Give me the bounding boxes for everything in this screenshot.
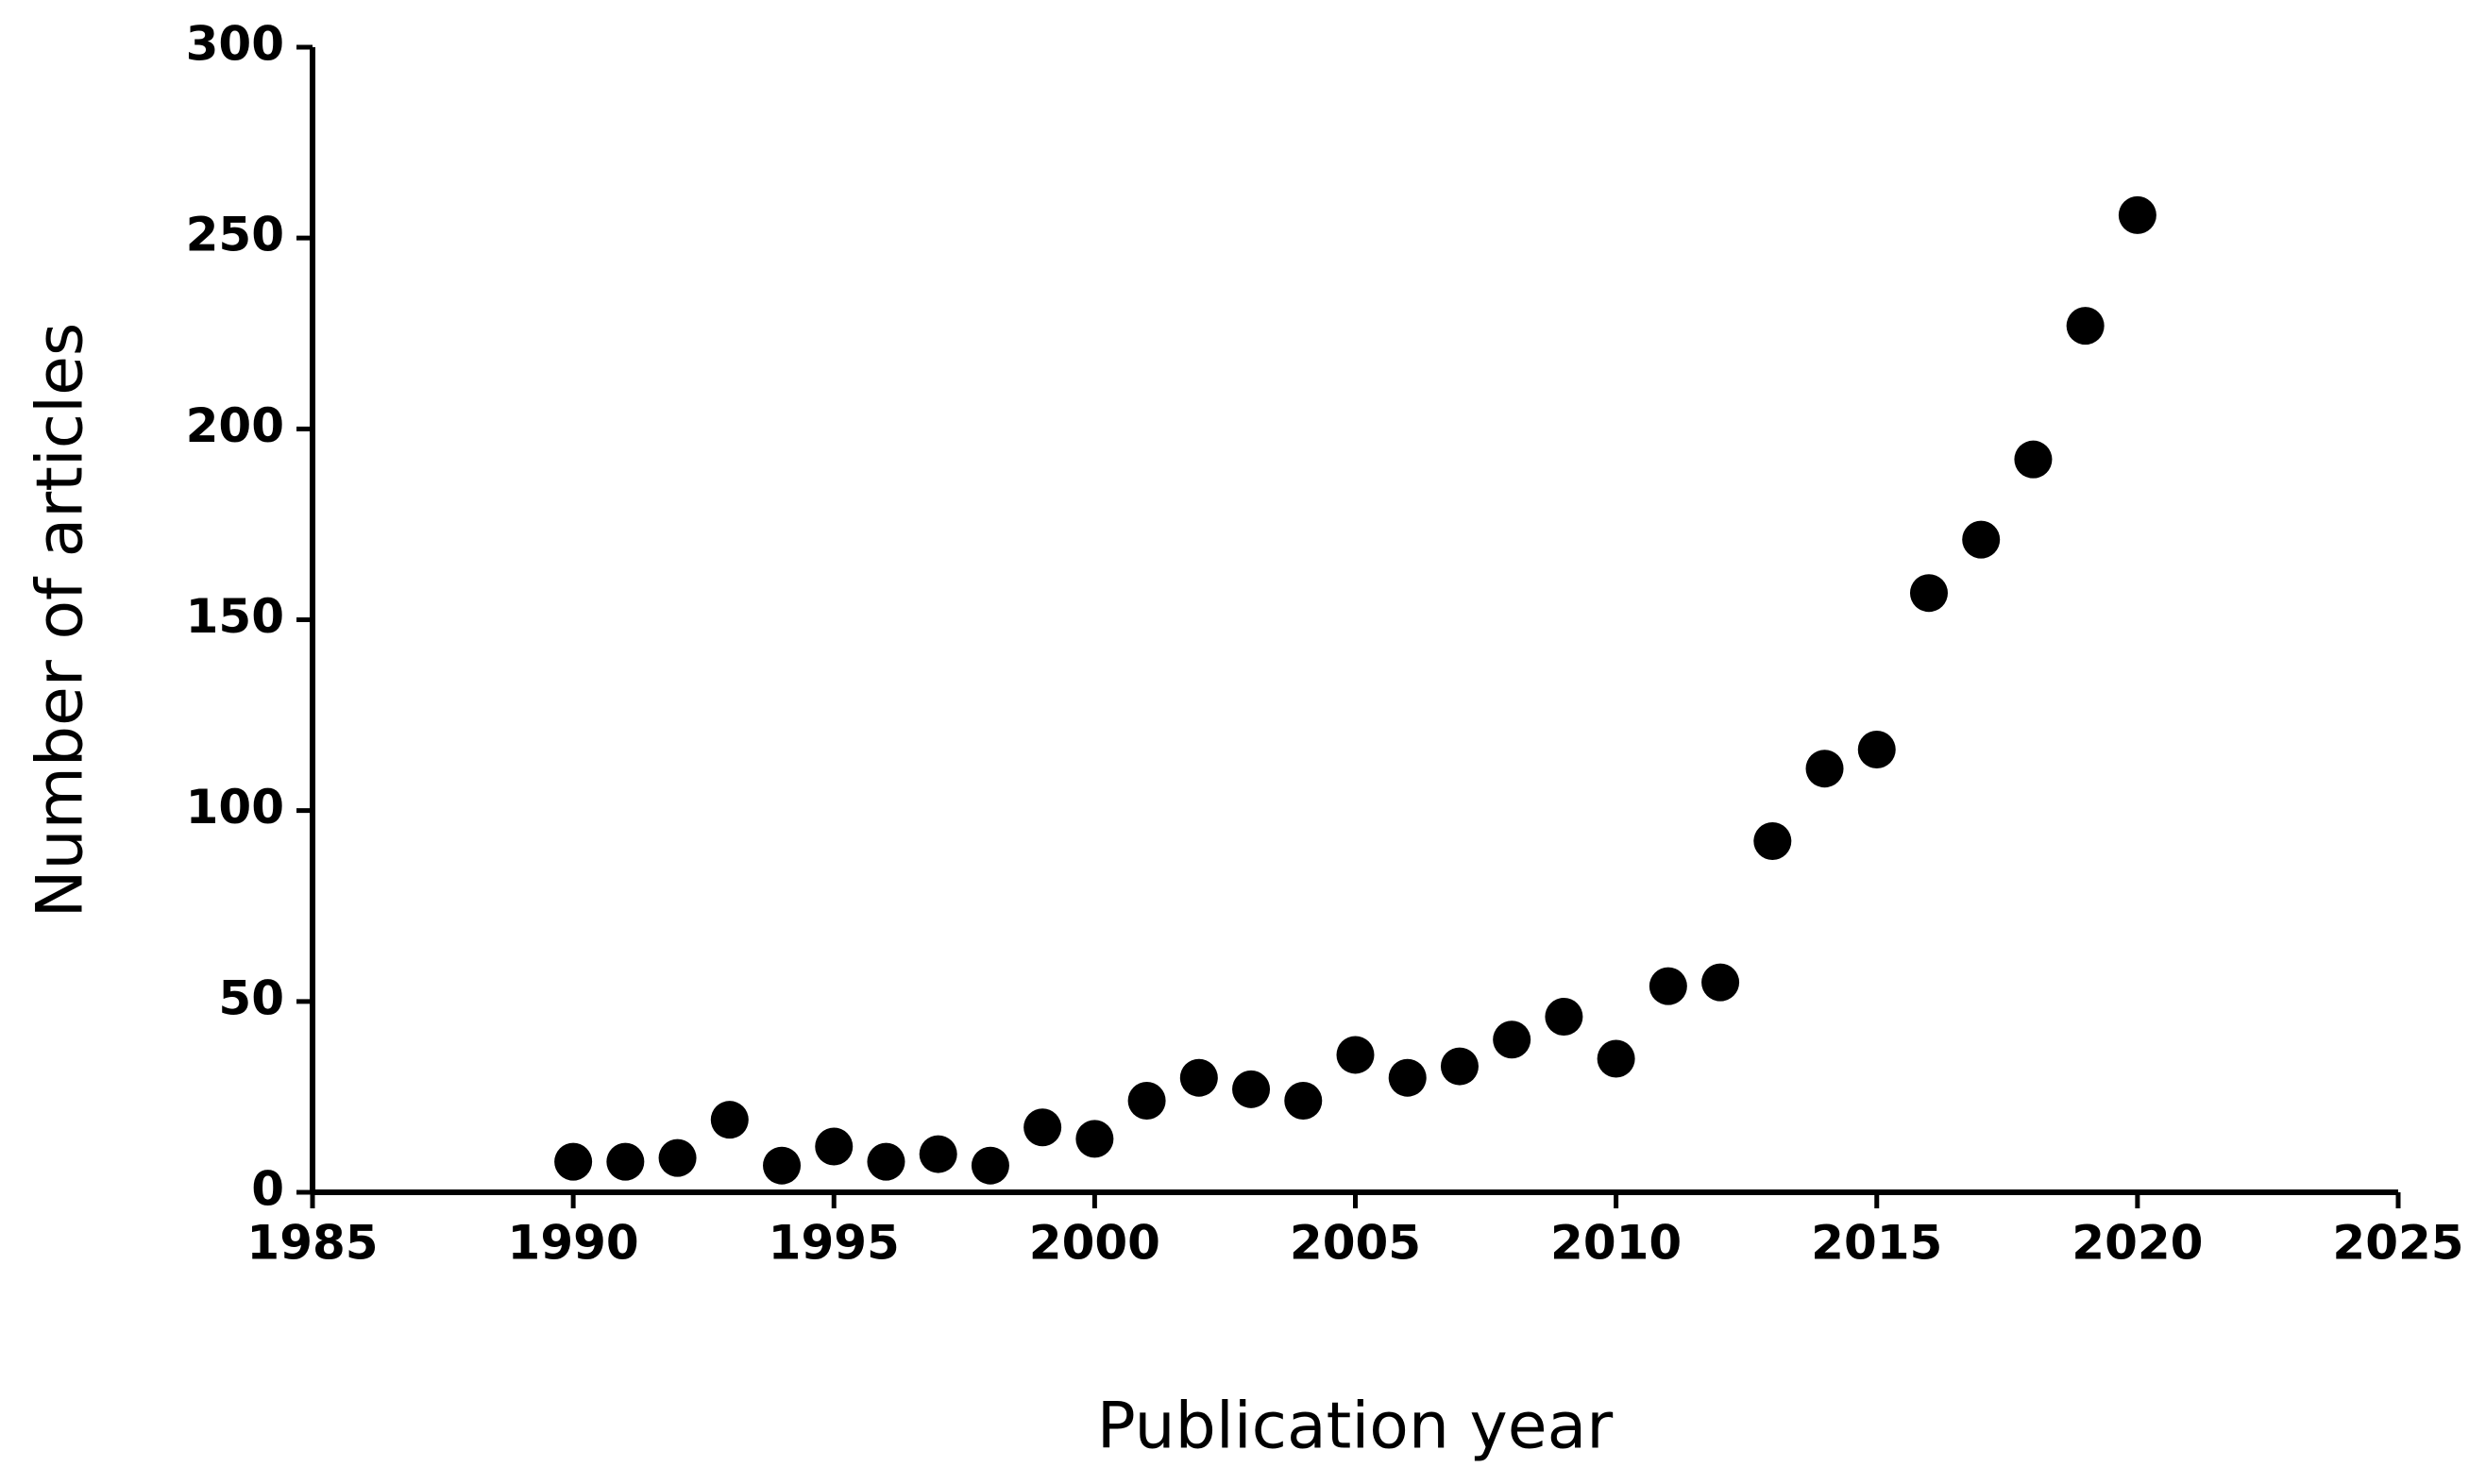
x-tick-label: 2025 <box>2332 1216 2463 1271</box>
point <box>2014 440 2053 479</box>
x-tick-label: 2005 <box>1290 1216 1421 1271</box>
y-tick-label: 300 <box>186 17 284 72</box>
point <box>1336 1036 1375 1074</box>
point <box>815 1127 854 1166</box>
point <box>867 1142 905 1181</box>
point <box>1701 963 1740 1002</box>
point <box>1545 998 1583 1037</box>
x-tick-label: 1990 <box>508 1216 639 1271</box>
y-tick-label: 100 <box>186 780 284 835</box>
point <box>710 1101 749 1139</box>
point <box>1493 1020 1531 1059</box>
point <box>1232 1070 1271 1108</box>
point <box>658 1138 697 1177</box>
x-axis-title: Publication year <box>1097 1390 1614 1464</box>
point <box>554 1142 593 1181</box>
point <box>1805 750 1844 788</box>
point <box>1284 1081 1323 1120</box>
point <box>763 1146 802 1185</box>
y-tick-label: 250 <box>186 208 284 262</box>
y-axis-title: Number of articles <box>24 323 98 919</box>
point <box>1179 1058 1218 1097</box>
y-tick-label: 200 <box>186 398 284 453</box>
point <box>2118 195 2156 234</box>
x-tick-label: 2010 <box>1550 1216 1682 1271</box>
y-tick-label: 0 <box>251 1162 284 1217</box>
x-tick-label: 1985 <box>246 1216 378 1271</box>
point <box>2066 307 2105 346</box>
point <box>1909 574 1948 613</box>
point <box>1388 1058 1427 1097</box>
point <box>1597 1039 1635 1078</box>
point <box>1127 1081 1166 1120</box>
point <box>1962 520 2001 559</box>
point <box>1753 822 1792 861</box>
x-tick-label: 2015 <box>1811 1216 1942 1271</box>
x-tick-label: 2000 <box>1029 1216 1160 1271</box>
point <box>971 1146 1009 1185</box>
y-tick-label: 50 <box>218 970 284 1025</box>
point <box>1023 1108 1062 1147</box>
x-tick-label: 2020 <box>2072 1216 2203 1271</box>
point <box>1649 967 1687 1005</box>
point <box>1857 730 1896 768</box>
point <box>1075 1120 1114 1158</box>
point <box>1440 1047 1479 1086</box>
y-tick-label: 150 <box>186 589 284 644</box>
point <box>606 1142 645 1181</box>
point <box>919 1135 957 1173</box>
x-tick-label: 1995 <box>769 1216 900 1271</box>
